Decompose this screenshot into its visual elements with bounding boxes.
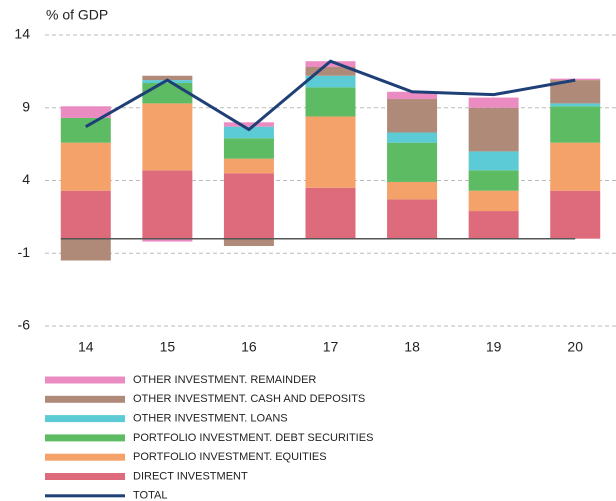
bar-segment bbox=[468, 170, 519, 191]
bar-segment bbox=[387, 181, 438, 200]
bar-segment bbox=[387, 142, 438, 182]
x-tick-label: 14 bbox=[78, 339, 94, 355]
x-tick-label: 15 bbox=[160, 339, 176, 355]
legend-label: OTHER INVESTMENT. CASH AND DEPOSITS bbox=[133, 393, 365, 405]
bar-segment bbox=[305, 67, 356, 76]
bar-segment bbox=[468, 97, 519, 108]
legend-label: OTHER INVESTMENT. LOANS bbox=[133, 413, 288, 425]
bar-segment bbox=[305, 75, 356, 88]
bar-segment bbox=[305, 61, 356, 68]
legend-swatch bbox=[45, 473, 125, 480]
bar-segment bbox=[223, 122, 274, 127]
bar-segment bbox=[550, 106, 601, 143]
legend-label: OTHER INVESTMENT. REMAINDER bbox=[133, 374, 316, 386]
bar-segment bbox=[60, 190, 111, 239]
x-tick-label: 16 bbox=[241, 339, 257, 355]
bar-segment bbox=[142, 238, 193, 242]
y-axis-label: % of GDP bbox=[46, 7, 108, 23]
bar-segment bbox=[60, 238, 111, 261]
legend-swatch bbox=[45, 494, 125, 498]
legend-label: DIRECT INVESTMENT bbox=[133, 470, 248, 482]
bar-segment bbox=[468, 190, 519, 212]
bar-segment bbox=[305, 87, 356, 117]
bar-segment bbox=[142, 170, 193, 239]
bar-segment bbox=[550, 103, 601, 107]
bar-segment bbox=[223, 126, 274, 139]
legend-label: TOTAL bbox=[133, 490, 167, 501]
legend-label: PORTFOLIO INVESTMENT. DEBT SECURITIES bbox=[133, 432, 373, 444]
bar-segment bbox=[223, 238, 274, 246]
x-tick-label: 17 bbox=[323, 339, 339, 355]
y-tick-label: -1 bbox=[18, 244, 31, 260]
legend-swatch bbox=[45, 453, 125, 461]
bar-segment bbox=[550, 142, 601, 191]
bar-segment bbox=[387, 199, 438, 239]
x-tick-label: 19 bbox=[486, 339, 502, 355]
bar-segment bbox=[468, 107, 519, 152]
bar-segment bbox=[60, 106, 111, 118]
y-tick-label: 9 bbox=[22, 98, 30, 114]
bar-segment bbox=[550, 190, 601, 239]
y-tick-label: 4 bbox=[22, 171, 30, 187]
bar-segment bbox=[223, 158, 274, 174]
bar-segment bbox=[223, 138, 274, 159]
bar-segment bbox=[305, 116, 356, 188]
bar-segment bbox=[305, 187, 356, 239]
legend-swatch bbox=[45, 415, 125, 423]
bar-segment bbox=[387, 99, 438, 133]
y-tick-label: -6 bbox=[18, 317, 31, 333]
bar-segment bbox=[468, 211, 519, 239]
bar-segment bbox=[550, 78, 601, 81]
legend-label: PORTFOLIO INVESTMENT. EQUITIES bbox=[133, 451, 327, 463]
bar-segment bbox=[60, 142, 111, 191]
bar-segment bbox=[387, 132, 438, 143]
legend-swatch bbox=[45, 376, 125, 384]
bar-segment bbox=[468, 151, 519, 171]
legend-swatch bbox=[45, 395, 125, 403]
bar-segment bbox=[142, 75, 193, 81]
bar-segment bbox=[387, 91, 438, 100]
y-tick-label: 14 bbox=[14, 26, 30, 42]
bar-segment bbox=[142, 83, 193, 104]
total-line bbox=[85, 59, 576, 132]
bar-segment bbox=[223, 173, 274, 239]
x-tick-label: 18 bbox=[404, 339, 420, 355]
bar-segment bbox=[60, 117, 111, 143]
bar-segment bbox=[142, 103, 193, 171]
x-tick-label: 20 bbox=[567, 339, 583, 355]
legend-swatch bbox=[45, 434, 125, 442]
bar-segment bbox=[550, 80, 601, 104]
